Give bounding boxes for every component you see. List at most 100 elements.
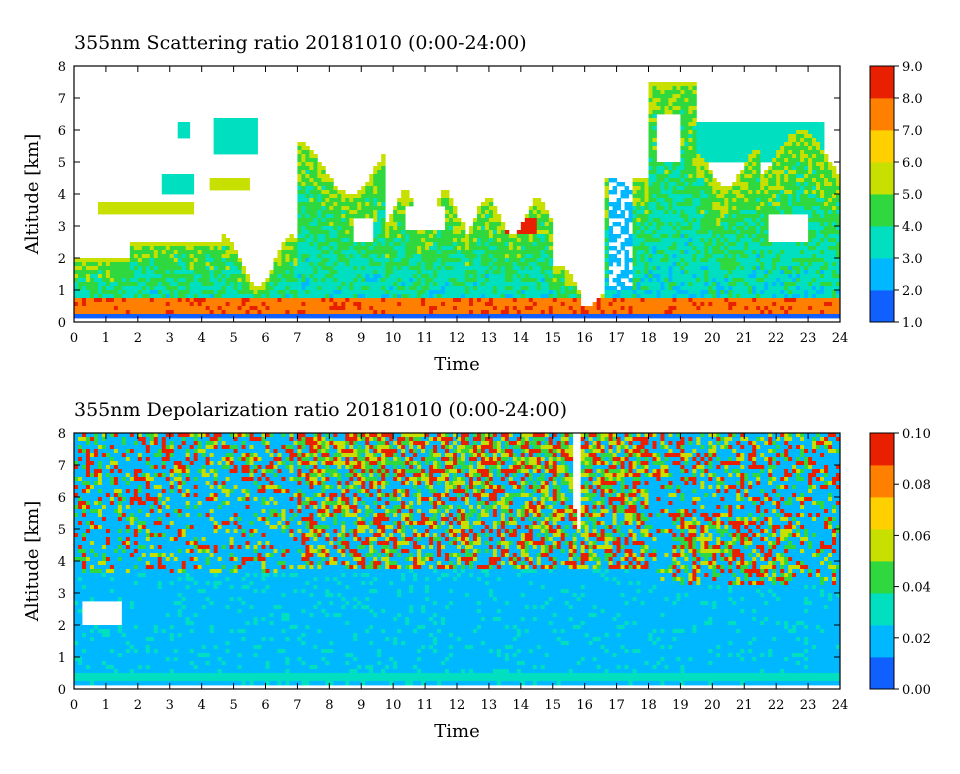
heatmap-cell — [401, 194, 405, 198]
heatmap-cell — [345, 226, 349, 230]
heatmap-cell — [485, 206, 489, 210]
heatmap-cell — [150, 294, 154, 298]
heatmap-cell — [393, 310, 397, 314]
heatmap-cell — [429, 234, 433, 238]
heatmap-cell — [174, 274, 178, 278]
heatmap-cell — [549, 278, 553, 282]
heatmap-cell — [98, 278, 102, 282]
heatmap-cell — [756, 282, 760, 286]
heatmap-cell — [609, 310, 613, 314]
heatmap-cell — [533, 218, 537, 222]
heatmap-cell — [453, 266, 457, 270]
heatmap-cell — [118, 306, 122, 310]
heatmap-cell — [736, 250, 740, 254]
heatmap-cell — [680, 146, 684, 150]
heatmap-cell — [170, 278, 174, 282]
heatmap-cell — [680, 94, 684, 98]
heatmap-cell — [182, 242, 186, 246]
heatmap-cell — [684, 166, 688, 170]
heatmap-cell — [684, 262, 688, 266]
heatmap-cell — [728, 126, 732, 130]
heatmap-cell — [429, 298, 433, 302]
heatmap-cell — [676, 242, 680, 246]
heatmap-cell — [285, 310, 289, 314]
heatmap-cell — [441, 246, 445, 250]
heatmap-cell — [752, 198, 756, 202]
heatmap-cell — [732, 290, 736, 294]
heatmap-cell — [557, 314, 561, 318]
heatmap-cell — [469, 274, 473, 278]
heatmap-cell — [166, 310, 170, 314]
heatmap-cell — [744, 230, 748, 234]
heatmap-cell — [768, 158, 772, 162]
heatmap-cell — [437, 242, 441, 246]
heatmap-cell — [736, 314, 740, 318]
heatmap-cell — [760, 202, 764, 206]
heatmap-cell — [202, 310, 206, 314]
heatmap-cell — [341, 234, 345, 238]
heatmap-cell — [684, 226, 688, 230]
heatmap-cell — [708, 126, 712, 130]
heatmap-cell — [724, 154, 728, 158]
heatmap-cell — [716, 298, 720, 302]
heatmap-cell — [397, 266, 401, 270]
heatmap-cell — [684, 122, 688, 126]
heatmap-cell — [684, 158, 688, 162]
heatmap-cell — [533, 238, 537, 242]
heatmap-cell — [277, 262, 281, 266]
heatmap-cell — [465, 274, 469, 278]
heatmap-cell — [341, 190, 345, 194]
heatmap-cell — [293, 254, 297, 258]
heatmap-cell — [317, 258, 321, 262]
heatmap-cell — [489, 286, 493, 290]
heatmap-cell — [605, 222, 609, 226]
heatmap-cell — [645, 298, 649, 302]
heatmap-cell — [712, 146, 716, 150]
heatmap-cell — [736, 286, 740, 290]
heatmap-cell — [345, 310, 349, 314]
heatmap-cell — [210, 282, 214, 286]
heatmap-cell — [313, 298, 317, 302]
heatmap-cell — [652, 170, 656, 174]
heatmap-cell — [281, 290, 285, 294]
heatmap-cell — [728, 194, 732, 198]
heatmap-cell — [473, 218, 477, 222]
heatmap-cell — [186, 126, 190, 130]
heatmap-cell — [234, 130, 238, 134]
heatmap-cell — [700, 286, 704, 290]
heatmap-cell — [445, 282, 449, 286]
heatmap-cell — [621, 210, 625, 214]
heatmap-cell — [692, 134, 696, 138]
heatmap-cell — [772, 210, 776, 214]
heatmap-cell — [501, 274, 505, 278]
heatmap-cell — [664, 230, 668, 234]
heatmap-cell — [325, 274, 329, 278]
heatmap-cell — [321, 182, 325, 186]
heatmap-cell — [441, 202, 445, 206]
heatmap-cell — [325, 306, 329, 310]
heatmap-cell — [417, 282, 421, 286]
heatmap-cell — [289, 294, 293, 298]
heatmap-cell — [214, 286, 218, 290]
heatmap-cell — [393, 278, 397, 282]
heatmap-cell — [461, 238, 465, 242]
heatmap-cell — [633, 206, 637, 210]
heatmap-cell — [453, 262, 457, 266]
heatmap-cell — [625, 202, 629, 206]
heatmap-cell — [768, 254, 772, 258]
heatmap-cell — [262, 298, 266, 302]
heatmap-cell — [672, 302, 676, 306]
heatmap-cell — [186, 250, 190, 254]
heatmap-cell — [441, 278, 445, 282]
heatmap-cell — [214, 150, 218, 154]
heatmap-cell — [453, 290, 457, 294]
heatmap-cell — [744, 254, 748, 258]
heatmap-cell — [425, 230, 429, 234]
heatmap-cell — [174, 298, 178, 302]
heatmap-cell — [541, 206, 545, 210]
heatmap-cell — [142, 290, 146, 294]
heatmap-cell — [385, 310, 389, 314]
heatmap-cell — [194, 286, 198, 290]
heatmap-cell — [329, 254, 333, 258]
heatmap-cell — [178, 274, 182, 278]
